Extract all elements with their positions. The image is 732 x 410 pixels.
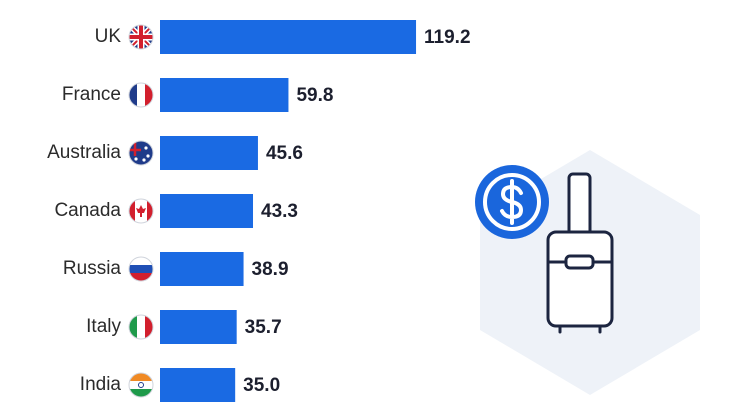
suitcase-body — [546, 230, 614, 328]
flag-star — [134, 157, 138, 161]
flag-icon — [129, 373, 153, 397]
flag-stripe — [147, 199, 153, 223]
value-label: 35.0 — [243, 375, 280, 396]
flag-stripe — [129, 373, 153, 381]
bar — [160, 78, 289, 112]
flag-stripe — [129, 257, 153, 265]
category-label: Russia — [63, 258, 122, 279]
flag-icon — [129, 25, 153, 49]
suitcase-latch — [564, 254, 595, 270]
flag-stripe — [129, 381, 153, 389]
category-label: Italy — [86, 316, 121, 337]
category-label: UK — [95, 26, 122, 47]
value-label: 43.3 — [261, 201, 298, 222]
flag-stripe — [145, 83, 153, 107]
flag-leaf — [136, 205, 146, 217]
flag-stripe — [137, 83, 145, 107]
category-label: Canada — [54, 200, 121, 221]
dollar-sign — [500, 179, 524, 225]
flag-outline — [128, 372, 154, 398]
flag-icon — [129, 199, 153, 223]
flag-stripe — [129, 273, 153, 281]
flag-icon — [129, 257, 153, 281]
flag-outline — [128, 256, 154, 282]
suitcase-wheels — [558, 324, 602, 334]
bar — [160, 20, 417, 54]
flag-stripe — [129, 83, 137, 107]
flag-icon — [129, 83, 153, 107]
flag-field — [129, 141, 153, 165]
flag-outline — [128, 82, 154, 108]
category-label: Australia — [47, 142, 121, 163]
flag-stripe — [137, 315, 145, 339]
bar — [160, 136, 258, 170]
flag-stripe — [129, 265, 153, 273]
suitcase-handle — [567, 172, 592, 238]
bar — [160, 194, 254, 228]
flag-outline — [128, 24, 154, 50]
value-label: 119.2 — [424, 27, 471, 48]
flag-icon — [129, 315, 153, 339]
flag-stripe — [129, 199, 135, 223]
flag-star — [142, 158, 146, 162]
flag-star — [146, 154, 150, 158]
flag-cross — [129, 25, 153, 49]
bar — [160, 252, 244, 286]
value-label: 59.8 — [296, 85, 333, 106]
flag-outline — [128, 140, 154, 166]
category-label: India — [80, 374, 122, 395]
flag-outline — [128, 198, 154, 224]
flag-star — [144, 146, 148, 150]
flag-stripe — [129, 389, 153, 397]
flag-icon — [129, 141, 153, 165]
value-label: 45.6 — [266, 143, 303, 164]
bar — [160, 310, 237, 344]
flag-wheel — [138, 382, 144, 388]
flag-stripe — [129, 315, 137, 339]
flag-stripe — [145, 315, 153, 339]
bar — [160, 368, 236, 402]
flag-outline — [128, 314, 154, 340]
category-label: France — [62, 84, 121, 105]
travel-illustration — [475, 150, 700, 395]
flag-union — [129, 141, 141, 156]
dollar-ring — [483, 173, 541, 231]
value-label: 38.9 — [252, 259, 289, 280]
value-label: 35.7 — [245, 317, 282, 338]
